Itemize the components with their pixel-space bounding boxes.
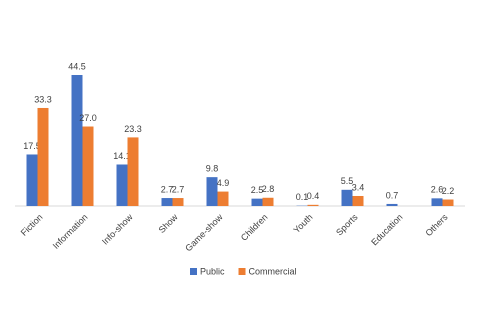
data-label: 4.9 — [217, 178, 230, 188]
bar — [217, 191, 229, 206]
data-label: 14.1 — [113, 151, 131, 161]
x-tick-label: Others — [423, 212, 450, 239]
data-label: 0.4 — [307, 191, 320, 201]
bar — [82, 126, 94, 206]
data-label: 33.3 — [34, 94, 52, 104]
x-tick-label: Information — [51, 212, 90, 251]
bar — [37, 107, 49, 206]
bar — [71, 75, 83, 206]
x-tick-label: Children — [239, 212, 270, 243]
legend-swatch — [238, 268, 246, 275]
data-label: 0.1 — [296, 192, 309, 202]
data-label: 27.0 — [79, 113, 97, 123]
x-tick-label: Youth — [291, 212, 314, 235]
bar — [442, 199, 454, 206]
data-label: 2.8 — [262, 184, 275, 194]
legend-label: Commercial — [249, 266, 297, 276]
bar — [161, 198, 173, 206]
bar — [352, 195, 364, 206]
bar — [262, 197, 274, 206]
data-label: 2.7 — [172, 184, 185, 194]
x-tick-label: Game-show — [183, 212, 225, 254]
bar — [26, 154, 38, 206]
data-label: 2.6 — [431, 185, 444, 195]
bar — [116, 164, 128, 206]
data-label: 2.5 — [251, 185, 264, 195]
data-label: 9.8 — [206, 164, 219, 174]
data-label: 2.7 — [161, 184, 174, 194]
data-label: 23.3 — [124, 124, 142, 134]
x-tick-label: Sports — [334, 212, 360, 238]
data-label: 5.5 — [341, 176, 354, 186]
data-label: 3.4 — [352, 182, 365, 192]
bar — [251, 198, 263, 206]
legend-label: Public — [200, 266, 225, 276]
bar — [127, 137, 139, 206]
x-tick-label: Show — [157, 212, 180, 235]
x-tick-label: Fiction — [19, 212, 45, 238]
bar — [386, 203, 398, 206]
x-tick-label: Info-show — [100, 212, 135, 247]
bar — [172, 198, 184, 206]
bar — [431, 198, 443, 206]
data-label: 44.5 — [68, 61, 86, 71]
legend-swatch — [190, 268, 197, 275]
data-label: 0.7 — [386, 190, 399, 200]
x-tick-label: Education — [369, 212, 404, 247]
data-label: 2.2 — [442, 186, 455, 196]
bar — [341, 189, 353, 206]
bar — [307, 204, 319, 206]
data-label: 17.5 — [23, 141, 41, 151]
bar — [206, 177, 218, 206]
